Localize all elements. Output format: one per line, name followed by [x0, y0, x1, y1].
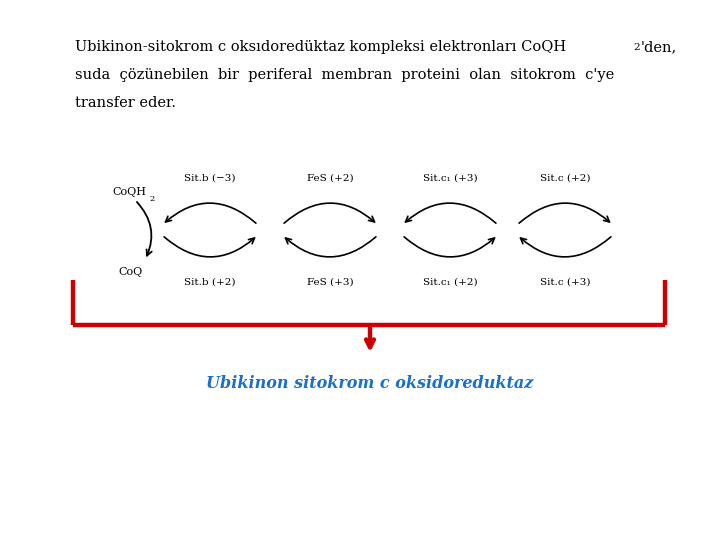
- Text: Sit.c (+3): Sit.c (+3): [540, 278, 590, 287]
- Text: CoQ: CoQ: [118, 267, 143, 277]
- Text: Ubikinon sitokrom c oksidoreduktaz: Ubikinon sitokrom c oksidoreduktaz: [207, 375, 534, 392]
- Text: CoQH: CoQH: [112, 187, 146, 197]
- Text: suda  çözünebilen  bir  periferal  membran  proteini  olan  sitokrom  c'ye: suda çözünebilen bir periferal membran p…: [75, 68, 614, 82]
- Text: Sit.c₁ (+2): Sit.c₁ (+2): [423, 278, 477, 287]
- Text: transfer eder.: transfer eder.: [75, 96, 176, 110]
- Text: FeS (+2): FeS (+2): [307, 173, 354, 183]
- Text: Sit.b (+2): Sit.b (+2): [184, 278, 235, 287]
- Text: Sit.b (−3): Sit.b (−3): [184, 173, 235, 183]
- Text: FeS (+3): FeS (+3): [307, 278, 354, 287]
- Text: Sit.c₁ (+3): Sit.c₁ (+3): [423, 173, 477, 183]
- Text: Ubikinon-sitokrom c oksıdoredüktaz kompleksi elektronları CoQH: Ubikinon-sitokrom c oksıdoredüktaz kompl…: [75, 40, 566, 54]
- Text: 2: 2: [149, 195, 154, 203]
- Text: 2: 2: [633, 43, 639, 52]
- Text: 'den,: 'den,: [641, 40, 678, 54]
- Text: Sit.c (+2): Sit.c (+2): [540, 173, 590, 183]
